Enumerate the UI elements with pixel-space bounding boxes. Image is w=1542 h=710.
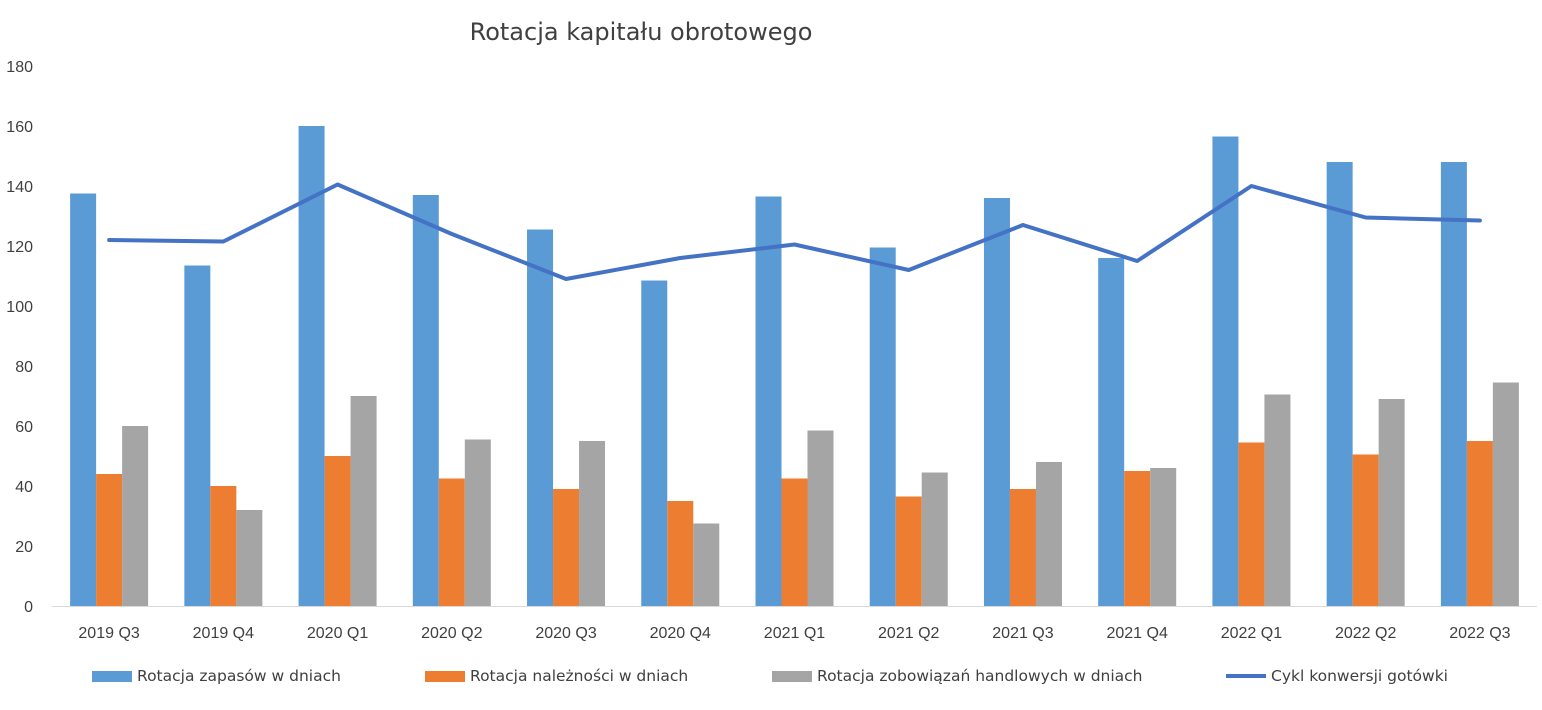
bar-payables	[464, 439, 491, 606]
y-tick-label: 80	[15, 359, 33, 376]
x-tick-label: 2019 Q4	[193, 625, 254, 642]
x-axis: 2019 Q3 2019 Q4 2020 Q1 2020 Q2 2020 Q3 2020 …	[78, 625, 1510, 642]
bar-inventory	[1212, 136, 1239, 606]
bar-inventory	[755, 196, 782, 606]
bar-payables	[122, 426, 149, 606]
bar-payables	[1378, 399, 1405, 606]
legend-label-receivables: Rotacja należności w dniach	[470, 667, 689, 685]
y-tick-label: 0	[24, 599, 33, 616]
bar-payables	[236, 510, 263, 606]
chart-title: Rotacja kapitału obrotowego	[469, 18, 813, 46]
bar-payables	[579, 441, 606, 606]
bars	[70, 126, 1519, 606]
bar-inventory	[527, 229, 554, 606]
bar-receivables	[1238, 442, 1265, 606]
legend-label-cash-cycle: Cykl konwersji gotówki	[1271, 667, 1448, 685]
bar-inventory	[70, 193, 97, 606]
bar-payables	[921, 472, 948, 606]
x-tick-label: 2021 Q2	[878, 625, 939, 642]
bar-receivables	[1466, 441, 1493, 606]
bar-receivables	[1009, 489, 1036, 606]
bar-inventory	[298, 126, 325, 606]
legend-swatch-receivables	[425, 670, 465, 682]
y-tick-label: 120	[6, 239, 33, 256]
x-tick-label: 2020 Q4	[650, 625, 711, 642]
bar-receivables	[553, 489, 580, 606]
legend-swatch-payables	[772, 670, 812, 682]
bar-receivables	[210, 486, 237, 606]
x-tick-label: 2021 Q1	[764, 625, 825, 642]
y-tick-label: 100	[6, 299, 33, 316]
bar-receivables	[1124, 471, 1151, 606]
legend-swatch-inventory	[92, 670, 132, 682]
legend-item-cash-cycle: Cykl konwersji gotówki	[1226, 664, 1448, 688]
bar-receivables	[324, 456, 351, 606]
legend-item-inventory: Rotacja zapasów w dniach	[92, 664, 341, 688]
bar-receivables	[667, 501, 694, 606]
x-tick-label: 2022 Q3	[1449, 625, 1510, 642]
bar-inventory	[184, 265, 211, 606]
bar-payables	[350, 396, 377, 606]
x-tick-label: 2021 Q4	[1106, 625, 1167, 642]
x-tick-label: 2019 Q3	[78, 625, 139, 642]
bar-inventory	[1098, 258, 1125, 606]
bar-receivables	[781, 478, 808, 606]
bar-receivables	[438, 478, 465, 606]
bar-receivables	[895, 496, 922, 606]
bar-inventory	[412, 195, 439, 606]
bar-inventory	[983, 198, 1010, 606]
x-tick-label: 2020 Q2	[421, 625, 482, 642]
cash-cycle-line	[107, 182, 1482, 281]
x-tick-label: 2020 Q1	[307, 625, 368, 642]
y-axis: 0 20 40 60 80 100 120 140 160 180	[6, 59, 33, 616]
x-tick-label: 2021 Q3	[992, 625, 1053, 642]
legend-label-payables: Rotacja zobowiązań handlowych w dniach	[817, 667, 1143, 685]
bar-receivables	[96, 474, 123, 606]
line-series	[107, 182, 1482, 281]
legend-item-payables: Rotacja zobowiązań handlowych w dniach	[772, 664, 1143, 688]
bar-inventory	[1440, 162, 1467, 606]
bar-payables	[1492, 382, 1519, 606]
y-tick-label: 40	[15, 479, 33, 496]
x-tick-label: 2022 Q2	[1335, 625, 1396, 642]
y-tick-label: 140	[6, 179, 33, 196]
bar-payables	[807, 430, 834, 606]
y-tick-label: 180	[6, 59, 33, 76]
y-tick-label: 60	[15, 419, 33, 436]
bar-inventory	[869, 247, 896, 606]
bar-inventory	[1326, 162, 1353, 606]
x-tick-label: 2020 Q3	[535, 625, 596, 642]
legend-label-inventory: Rotacja zapasów w dniach	[137, 667, 341, 685]
bar-payables	[693, 523, 720, 606]
x-tick-label: 2022 Q1	[1221, 625, 1282, 642]
legend: Rotacja zapasów w dniach Rotacja należno…	[0, 664, 1542, 688]
bar-receivables	[1352, 454, 1379, 606]
bar-inventory	[641, 280, 668, 606]
bar-payables	[1150, 468, 1177, 606]
y-tick-label: 160	[6, 119, 33, 136]
legend-item-receivables: Rotacja należności w dniach	[425, 664, 688, 688]
y-tick-label: 20	[15, 539, 33, 556]
bar-payables	[1035, 462, 1062, 606]
legend-swatch-cash-cycle	[1226, 674, 1266, 678]
bar-payables	[1264, 394, 1291, 606]
